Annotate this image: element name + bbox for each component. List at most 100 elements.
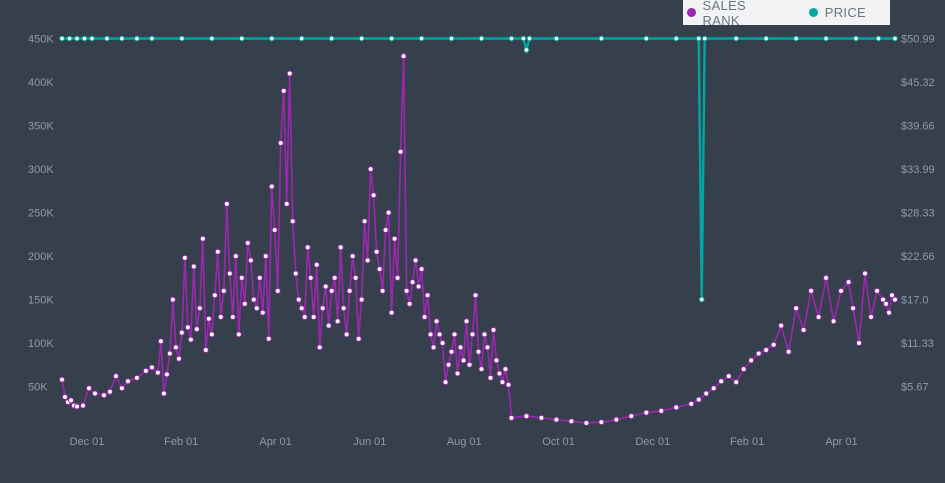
sales-rank-point	[439, 340, 446, 347]
sales-rank-point	[451, 331, 458, 338]
sales-rank-point	[106, 388, 113, 395]
sales-rank-point	[598, 419, 605, 426]
sales-rank-point	[337, 244, 344, 251]
sales-rank-point	[289, 218, 296, 225]
sales-rank-point	[889, 292, 896, 299]
sales-rank-point	[538, 414, 545, 421]
price-point	[763, 35, 769, 42]
price-point	[526, 35, 533, 42]
rank-y-tick-label: 100K	[28, 338, 54, 350]
price-point	[418, 35, 425, 42]
sales-rank-point	[748, 357, 755, 364]
sales-rank-point	[725, 373, 732, 380]
sales-rank-point	[247, 257, 254, 264]
sales-rank-point	[442, 379, 449, 386]
sales-rank-point	[310, 313, 317, 320]
x-tick-label: Apr 01	[825, 436, 857, 448]
sales-rank-point	[370, 192, 377, 199]
price-y-tick-label: $50.99	[901, 34, 935, 46]
price-point	[698, 296, 705, 303]
sales-rank-point	[868, 313, 875, 320]
sales-rank-point	[472, 292, 479, 299]
sales-rank-point	[740, 366, 747, 373]
sales-rank-point	[493, 357, 500, 364]
sales-rank-point	[274, 287, 281, 294]
price-point	[81, 35, 88, 42]
legend-item-sales-rank[interactable]: SALES RANK	[687, 0, 783, 28]
price-point	[523, 47, 530, 53]
sales-rank-point	[91, 390, 98, 397]
sales-rank-point	[100, 392, 107, 399]
sales-rank-point	[424, 292, 431, 299]
sales-rank-point	[391, 235, 398, 242]
price-point	[59, 35, 65, 42]
sales-rank-point	[142, 367, 149, 374]
sales-rank-point	[328, 287, 335, 294]
sales-rank-point	[862, 270, 869, 277]
price-y-tick-label: $11.33	[901, 338, 934, 350]
x-tick-label: Feb 01	[730, 436, 764, 448]
x-tick-label: Jun 01	[353, 436, 386, 448]
sales-rank-point	[808, 287, 815, 294]
sales-rank-point	[112, 373, 119, 380]
price-point	[298, 35, 305, 42]
sales-rank-point	[283, 200, 290, 207]
sales-rank-point	[376, 266, 383, 273]
legend-item-price[interactable]: PRICE	[808, 5, 866, 20]
sales-rank-point	[349, 253, 356, 260]
sales-rank-point	[319, 305, 326, 312]
sales-rank-point	[505, 381, 512, 388]
sales-rank-point	[205, 315, 212, 322]
sales-rank-point	[388, 309, 395, 316]
sales-rank-point	[346, 287, 353, 294]
sales-rank-point	[886, 309, 893, 316]
sales-rank-point	[262, 253, 269, 260]
sales-rank-point	[373, 248, 380, 255]
rank-y-tick-label: 200K	[28, 251, 54, 263]
price-y-tick-label: $5.67	[901, 381, 929, 393]
sales-rank-point	[770, 341, 777, 348]
price-point	[478, 35, 485, 42]
legend-dot-sales-rank	[687, 8, 696, 17]
sales-rank-point	[418, 266, 425, 273]
price-point	[74, 35, 80, 42]
sales-rank-point	[613, 416, 620, 423]
sales-rank-point	[211, 292, 218, 299]
sales-rank-point	[172, 344, 179, 351]
sales-rank-point	[343, 331, 350, 338]
sales-rank-point	[301, 313, 308, 320]
sales-rank-point	[277, 140, 284, 147]
price-point	[66, 35, 73, 42]
sales-rank-point	[160, 390, 167, 397]
sales-rank-point	[190, 263, 197, 270]
sales-rank-point	[466, 361, 473, 368]
sales-rank-point	[433, 318, 440, 325]
sales-rank-point	[244, 240, 251, 247]
sales-rank-point	[295, 296, 302, 303]
sales-rank-point	[352, 274, 359, 281]
sales-rank-point	[73, 403, 80, 410]
sales-rank-point	[412, 257, 419, 264]
sales-rank-point	[67, 397, 74, 404]
sales-rank-point	[178, 329, 185, 336]
sales-rank-point	[292, 270, 299, 277]
sales-rank-point	[220, 287, 227, 294]
sales-rank-point	[358, 296, 365, 303]
price-point	[553, 35, 560, 42]
price-y-tick-label: $22.66	[901, 251, 935, 263]
sales-rank-point	[484, 344, 491, 351]
x-tick-label: Apr 01	[259, 436, 291, 448]
sales-rank-point	[856, 340, 863, 347]
sales-rank-point	[298, 305, 305, 312]
price-point	[179, 35, 185, 42]
price-point	[695, 35, 702, 42]
sales-rank-point	[124, 378, 131, 385]
legend-label-price: PRICE	[824, 5, 866, 20]
sales-rank-point	[695, 396, 702, 403]
sales-rank-point	[785, 348, 792, 355]
sales-rank-point	[892, 296, 898, 303]
sales-rank-point	[187, 336, 194, 343]
price-point	[89, 35, 95, 42]
